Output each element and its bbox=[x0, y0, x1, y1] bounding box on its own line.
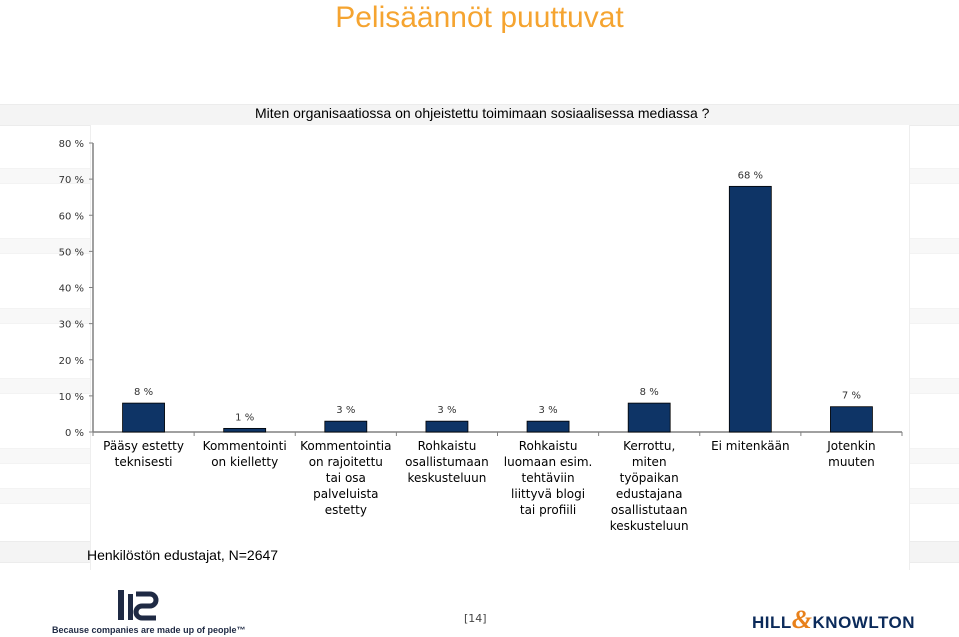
bar bbox=[627, 402, 671, 433]
chart-panel bbox=[90, 125, 910, 570]
x-tick-label: miten bbox=[632, 455, 667, 469]
company-logo: Because companies are made up of people™ bbox=[52, 588, 246, 636]
x-tick-label: osallistumaan bbox=[405, 455, 489, 469]
x-tick-label: Kerrottu, bbox=[623, 439, 675, 453]
x-tick-label: Kommentointi bbox=[203, 439, 287, 453]
page-number: [14] bbox=[464, 612, 487, 625]
x-tick-label: työpaikan bbox=[620, 471, 679, 485]
y-tick-label: 0 % bbox=[65, 428, 84, 439]
x-tick-label: estetty bbox=[325, 503, 367, 517]
logo-text-hill: HILL bbox=[752, 613, 792, 632]
logo-mark-icon bbox=[118, 590, 159, 621]
x-tick-label: Rohkaistu bbox=[418, 439, 477, 453]
x-tick-label: on rajoitettu bbox=[309, 455, 383, 469]
x-tick-label: tai profiili bbox=[520, 503, 576, 517]
x-tick-label: luomaan esim. bbox=[504, 455, 593, 469]
bar bbox=[324, 420, 368, 433]
x-tick-label: Jotenkin bbox=[826, 439, 875, 453]
x-tick-label: on kielletty bbox=[211, 455, 278, 469]
logo-text-knowlton: KNOWLTON bbox=[812, 613, 916, 632]
data-label: 3 % bbox=[336, 405, 355, 416]
x-tick-label: osallistutaan bbox=[611, 503, 688, 517]
y-tick-label: 10 % bbox=[59, 392, 84, 403]
agency-logo: HILL&KNOWLTON bbox=[752, 605, 915, 635]
y-tick-label: 50 % bbox=[59, 247, 84, 258]
y-tick-label: 40 % bbox=[59, 284, 84, 295]
bar bbox=[425, 420, 469, 433]
x-tick-label: Kommentointia bbox=[300, 439, 391, 453]
sample-note: Henkilöstön edustajat, N=2647 bbox=[87, 547, 279, 563]
x-tick-label: tai osa bbox=[326, 471, 366, 485]
y-tick-label: 30 % bbox=[59, 320, 84, 331]
x-tick-label: palveluista bbox=[313, 487, 378, 501]
y-tick-label: 80 % bbox=[59, 139, 84, 150]
x-tick-label: liittyvä blogi bbox=[511, 487, 585, 501]
x-tick-label: Pääsy estetty bbox=[103, 439, 184, 453]
logo-tagline: Because companies are made up of people™ bbox=[52, 625, 246, 635]
page-title: Pelisäännöt puuttuvat bbox=[335, 1, 624, 34]
chart-question: Miten organisaatiossa on ohjeistettu toi… bbox=[255, 105, 710, 121]
x-tick-label: edustajana bbox=[616, 487, 683, 501]
x-tick-label: keskusteluun bbox=[408, 471, 487, 485]
x-tick-label: muuten bbox=[828, 455, 875, 469]
data-label: 3 % bbox=[539, 405, 558, 416]
data-label: 8 % bbox=[640, 387, 659, 398]
bar bbox=[728, 185, 772, 433]
data-label: 3 % bbox=[437, 405, 456, 416]
data-label: 1 % bbox=[235, 412, 254, 423]
bar bbox=[526, 420, 570, 433]
x-tick-label: teknisesti bbox=[115, 455, 173, 469]
x-tick-label: Rohkaistu bbox=[519, 439, 578, 453]
data-label: 8 % bbox=[134, 387, 153, 398]
bar bbox=[122, 402, 165, 433]
bar bbox=[223, 427, 267, 433]
bar bbox=[830, 406, 873, 433]
x-tick-label: tehtäviin bbox=[521, 471, 574, 485]
x-tick-label: keskusteluun bbox=[610, 519, 689, 533]
y-tick-label: 70 % bbox=[59, 175, 84, 186]
y-tick-label: 60 % bbox=[59, 211, 84, 222]
x-tick-label: Ei mitenkään bbox=[711, 439, 790, 453]
data-label: 7 % bbox=[842, 391, 861, 402]
data-label: 68 % bbox=[738, 170, 763, 181]
y-tick-label: 20 % bbox=[59, 356, 84, 367]
logo-ampersand: & bbox=[791, 605, 813, 634]
